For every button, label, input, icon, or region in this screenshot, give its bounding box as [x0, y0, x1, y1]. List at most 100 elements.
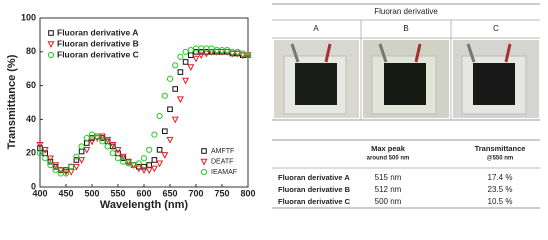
- data-point: [166, 75, 174, 82]
- data-point: [73, 157, 80, 163]
- data-point: [52, 163, 59, 170]
- data-point: [151, 157, 158, 163]
- legend-label: Fluoran derivative B: [57, 38, 139, 48]
- column-header: Transmittance: [475, 144, 526, 153]
- data-point: [244, 52, 252, 59]
- data-point: [67, 168, 75, 176]
- y-tick-label: 40: [26, 114, 36, 124]
- table-cell: 10.5 %: [488, 197, 513, 206]
- data-point: [88, 131, 96, 138]
- data-point: [177, 53, 184, 60]
- data-point: [182, 77, 190, 85]
- data-point: [104, 143, 111, 150]
- data-point: [176, 96, 184, 104]
- data-point: [52, 167, 59, 174]
- legend-marker: [47, 51, 55, 59]
- data-point: [208, 45, 215, 52]
- legend-label: Fluoran derivative C: [57, 49, 139, 59]
- y-axis-label: Transmittance (%): [6, 54, 18, 149]
- legend-marker: [201, 148, 207, 154]
- photo: [274, 40, 359, 118]
- data-point: [47, 158, 54, 165]
- data-point: [156, 160, 164, 168]
- table-cell: 17.4 %: [488, 173, 513, 182]
- data-point: [239, 50, 246, 57]
- x-tick-label: 700: [188, 188, 203, 198]
- photo: [363, 40, 449, 118]
- data-point: [208, 49, 216, 56]
- legend-marker: [47, 41, 55, 48]
- data-point: [109, 150, 116, 157]
- data-point: [46, 155, 54, 163]
- legend-label: DEATF: [211, 158, 233, 165]
- data-point: [83, 134, 90, 142]
- data-point: [73, 153, 80, 160]
- table-cell: Fluoran derivative A: [278, 173, 350, 182]
- data-point: [192, 45, 200, 52]
- data-point: [78, 143, 85, 150]
- data-point: [188, 52, 194, 58]
- data-point: [145, 167, 153, 175]
- data-point: [78, 148, 85, 155]
- column-label: A: [313, 24, 319, 33]
- legend-label: AMFTF: [211, 148, 234, 155]
- x-tick-label: 600: [136, 188, 151, 198]
- table-cell: 512 nm: [375, 185, 402, 194]
- data-point: [62, 170, 70, 177]
- data-point: [41, 147, 49, 154]
- y-tick-label: 80: [26, 46, 36, 56]
- x-axis-label: Wavelength (nm): [100, 199, 189, 211]
- legend-marker: [48, 30, 54, 36]
- data-point: [72, 163, 80, 171]
- y-tick-label: 20: [26, 148, 36, 158]
- data-point: [68, 163, 75, 170]
- data-point: [171, 116, 179, 124]
- table-body: Fluoran derivative A 515 nm 17.4 % Fluoran …: [278, 173, 512, 206]
- data-point: [84, 140, 90, 146]
- data-point: [140, 155, 148, 162]
- data-point: [234, 48, 241, 55]
- figure: Wavelength (nm) Transmittance (%) Fluora…: [6, 3, 540, 211]
- column-subheader: around 500 nm: [367, 156, 410, 162]
- x-tick-label: 800: [240, 188, 255, 198]
- data-point: [166, 136, 174, 144]
- data-point: [192, 55, 200, 63]
- data-point: [182, 48, 189, 55]
- data-point: [78, 157, 86, 164]
- column-label: C: [493, 24, 499, 33]
- data-point: [141, 163, 147, 170]
- y-tick-label: 0: [31, 181, 36, 191]
- x-tick-label: 650: [162, 188, 177, 198]
- photo-table-title: Fluoran derivative: [374, 7, 438, 16]
- x-tick-label: 400: [32, 188, 47, 198]
- data-point: [224, 47, 231, 54]
- data-point: [98, 133, 106, 141]
- data-point: [94, 133, 101, 140]
- x-tick-label: 550: [110, 188, 125, 198]
- data-table: Max peak around 500 nm Transmittance @55…: [272, 139, 540, 209]
- data-point: [120, 158, 127, 165]
- data-point: [161, 92, 168, 99]
- table-cell: Fluoran derivative B: [278, 185, 351, 194]
- x-tick-label: 500: [84, 188, 99, 198]
- data-point: [162, 128, 168, 135]
- data-point: [156, 112, 163, 120]
- y-tick-label: 60: [26, 80, 36, 90]
- data-point: [36, 150, 44, 157]
- data-point: [187, 47, 194, 54]
- y-tick-label: 100: [21, 12, 36, 22]
- data-point: [151, 131, 158, 138]
- data-point: [88, 138, 96, 146]
- legend-label: IEAMAF: [211, 169, 237, 176]
- data-point: [62, 168, 70, 176]
- legend-label: Fluoran derivative A: [57, 27, 138, 37]
- data-point: [114, 147, 122, 154]
- data-point: [182, 59, 189, 65]
- table-cell: Fluoran derivative C: [278, 197, 351, 206]
- x-tick-label: 750: [214, 188, 229, 198]
- data-point: [104, 136, 112, 144]
- data-point: [140, 167, 148, 175]
- data-point: [83, 147, 91, 154]
- data-point: [172, 86, 178, 92]
- data-point: [135, 160, 142, 167]
